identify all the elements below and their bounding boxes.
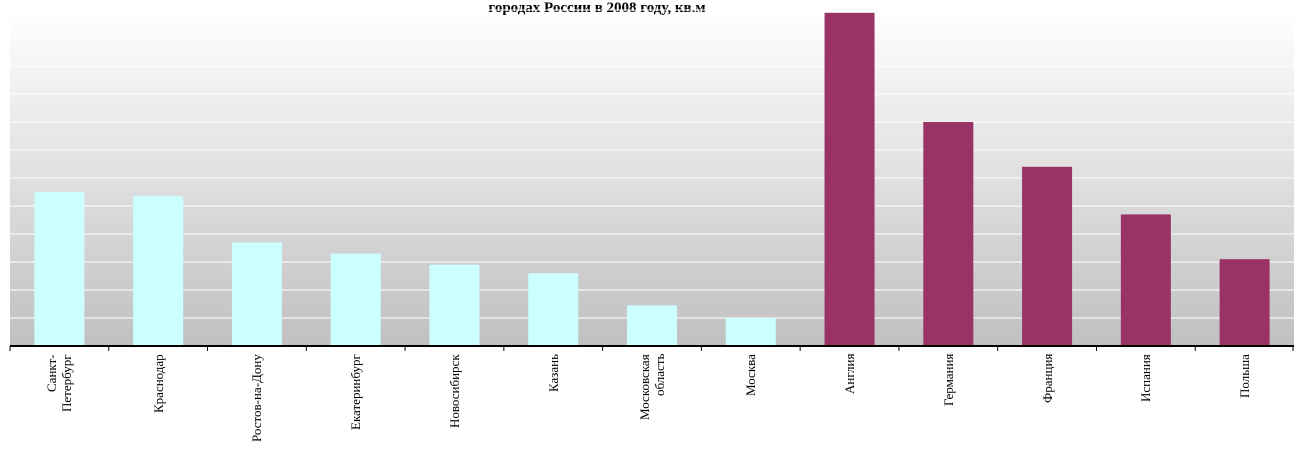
x-tick-label: Польша: [1237, 354, 1253, 398]
x-tick-label: Москва: [743, 354, 759, 396]
bar: [725, 318, 776, 346]
bar: [34, 192, 85, 346]
bar: [133, 196, 184, 346]
x-tick-label: Московская область: [637, 354, 667, 420]
x-tick-label: Санкт- Петербург: [44, 354, 75, 412]
chart-title: городах России в 2008 году, кв.м: [488, 0, 705, 16]
x-tick-label: Краснодар: [150, 354, 166, 413]
bar: [1120, 214, 1171, 346]
x-tick-label: Екатеринбург: [348, 354, 364, 430]
x-tick-label: Новосибирск: [446, 354, 462, 428]
bar: [627, 305, 677, 346]
x-tick-label: Франция: [1039, 354, 1055, 404]
x-tick-label: Германия: [940, 354, 956, 407]
bar: [528, 273, 579, 346]
bar: [330, 253, 381, 346]
x-tick-label: Ростов-на-Дону: [249, 354, 265, 442]
bar: [923, 122, 974, 346]
bar: [1219, 259, 1270, 346]
bar: [824, 12, 875, 347]
bar: [231, 242, 282, 346]
bar: [429, 264, 480, 346]
x-tick-label: Казань: [545, 354, 561, 393]
x-tick-label: Англия: [842, 354, 858, 395]
x-tick-label: Испания: [1138, 354, 1154, 402]
bar: [1022, 166, 1073, 346]
